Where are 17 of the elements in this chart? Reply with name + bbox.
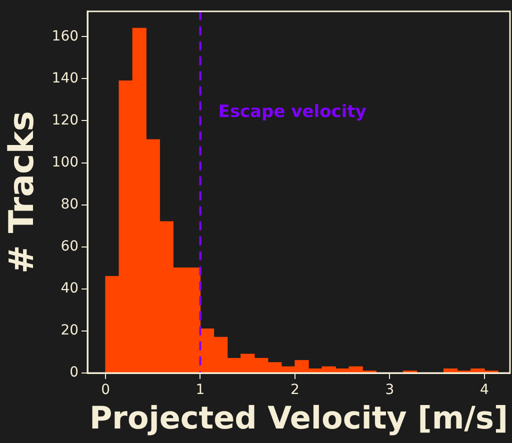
x-tick-label: 3: [385, 382, 394, 398]
y-tick-label: 0: [70, 364, 79, 381]
x-tick-label: 0: [101, 382, 110, 398]
y-axis-title: # Tracks: [2, 110, 42, 274]
x-axis-title: Projected Velocity [m/s]: [89, 400, 508, 436]
y-tick-label: 100: [52, 154, 79, 170]
y-tick-label: 80: [60, 196, 79, 212]
y-tick-label: 160: [52, 28, 79, 44]
x-tick-label: 1: [196, 382, 205, 398]
y-tick-label: 120: [52, 112, 79, 128]
y-tick-label: 140: [52, 70, 79, 86]
y-tick-label: 60: [60, 238, 79, 254]
y-tick-label: 40: [60, 280, 79, 297]
x-tick-label: 4: [480, 382, 489, 398]
ref-line-label: Escape velocity: [218, 102, 366, 122]
y-tick-label: 20: [60, 322, 79, 339]
x-tick-label: 2: [290, 382, 300, 398]
